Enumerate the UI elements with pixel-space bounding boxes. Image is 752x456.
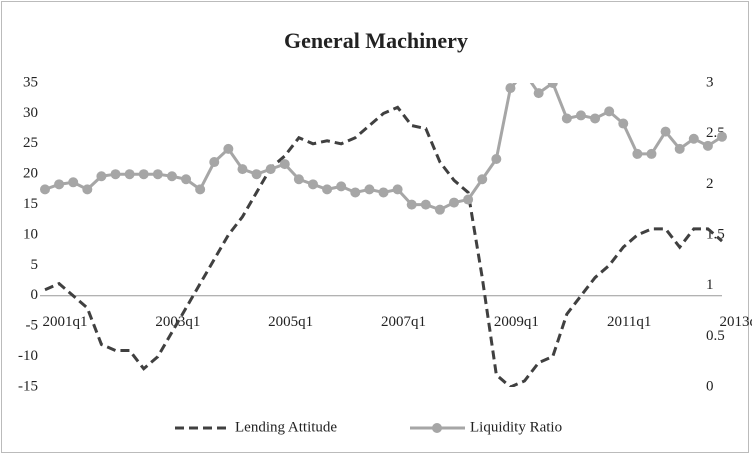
legend-label: Lending Attitude [235,419,337,435]
series-marker [54,179,65,190]
series-marker [449,197,460,208]
legend-label: Liquidity Ratio [470,419,562,435]
y2-tick-label: 2 [706,176,714,192]
x-tick-label: 2001q1 [43,314,88,330]
y2-tick-label: 1 [706,277,714,293]
series-marker [322,184,333,195]
series-marker [561,113,572,124]
series-marker [124,169,135,180]
x-tick-label: 2011q1 [607,314,651,330]
series-marker [251,169,262,180]
series-marker [547,83,558,88]
series-marker [166,171,177,182]
series-marker [237,164,248,175]
series-marker [181,174,192,185]
y-tick-label: -10 [18,348,38,364]
series-marker [434,204,445,215]
series-marker [307,179,318,190]
series-marker [138,169,149,180]
y-tick-label: 20 [23,166,38,182]
x-tick-label: 2005q1 [268,314,313,330]
y-tick-label: 30 [23,105,38,121]
x-tick-label: 2007q1 [381,314,426,330]
y2-tick-label: 0 [706,378,714,394]
series-marker [68,177,79,188]
series-marker [82,184,93,195]
series-marker [646,148,657,159]
x-tick-label: 2009q1 [494,314,539,330]
y2-tick-label: 0.5 [706,328,725,344]
series-marker [223,143,234,154]
series-marker [505,83,516,94]
y-tick-label: -5 [26,318,39,334]
series-marker [293,174,304,185]
series-marker [477,174,488,185]
series-marker [702,140,713,151]
series-marker [209,157,220,168]
x-tick-label: 2013q1 [720,314,752,330]
series-marker [392,184,403,195]
series-marker [40,184,50,195]
y-tick-label: 10 [23,226,38,242]
legend-marker [432,423,442,433]
series-marker [590,113,601,124]
chart-title: General Machinery [284,28,468,53]
series-marker [604,106,615,117]
series-marker [618,118,629,129]
series-marker [265,164,276,175]
y-tick-label: 35 [23,74,38,90]
series-marker [491,154,502,164]
y2-tick-label: 3 [706,74,714,90]
series-marker [660,126,671,137]
plot-area [40,83,727,387]
series-marker [350,187,361,198]
series-marker [279,159,290,170]
series-marker [336,181,347,192]
series-marker [688,133,699,144]
series-marker [717,131,727,142]
series-marker [96,171,107,182]
series-marker [575,110,586,121]
series-marker [110,169,121,180]
y-tick-label: 0 [31,287,39,303]
series-marker [406,199,417,210]
series-marker [378,187,389,198]
series-marker [533,88,544,99]
series-line [44,105,723,387]
y-tick-label: 5 [31,257,39,273]
series-marker [152,169,163,180]
series-marker [420,199,431,210]
y-tick-label: 25 [23,135,38,151]
series-marker [632,148,643,159]
series-marker [674,143,685,154]
series-marker [195,184,206,195]
y-tick-label: -15 [18,378,38,394]
series-marker [463,194,474,205]
series-marker [364,184,375,195]
y-tick-label: 15 [23,196,38,212]
